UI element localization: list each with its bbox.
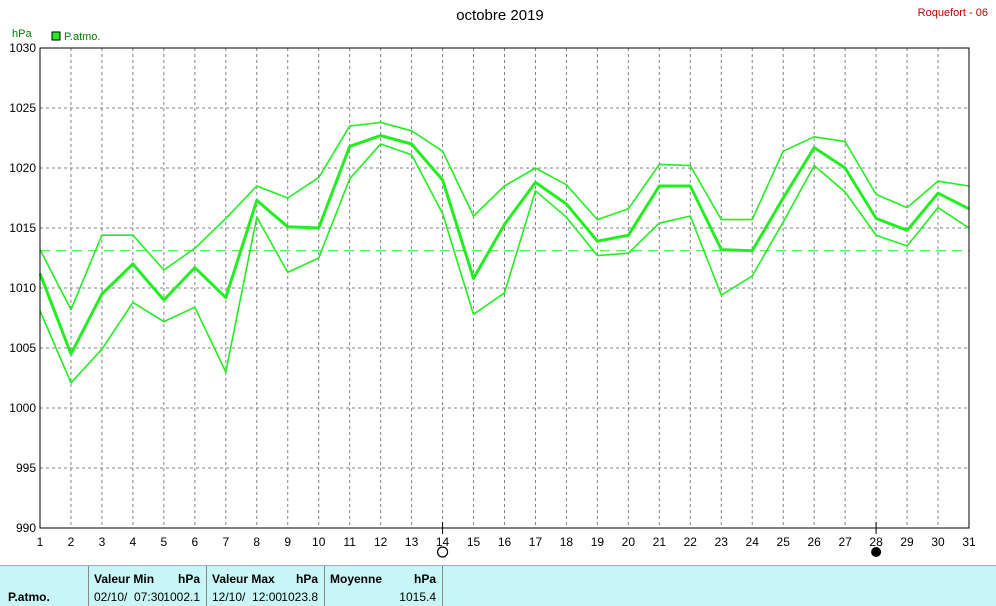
series-line <box>38 134 970 356</box>
stats-avg-value: 1015.4 <box>399 590 436 604</box>
stats-min-date: 02/10/ 07:30 <box>94 590 165 604</box>
y-tick-label: 990 <box>16 521 36 535</box>
x-tick-label: 8 <box>253 535 260 549</box>
stats-max-unit: hPa <box>295 572 318 586</box>
y-axis-unit: hPa <box>12 28 32 40</box>
x-tick-label: 24 <box>746 535 760 549</box>
stats-avg-label: Moyenne <box>330 572 383 586</box>
series-line <box>39 121 970 311</box>
grid <box>40 48 969 528</box>
stats-max-value-row: 12/10/ 12:00 1023.8 <box>212 590 318 604</box>
x-tick-label: 21 <box>653 535 667 549</box>
y-axis-ticks: 990 995 1000 1005 1010 1015 1020 1025 1030 <box>9 41 36 535</box>
x-tick-label: 5 <box>161 535 168 549</box>
x-tick-label: 11 <box>343 535 356 549</box>
stats-row-label: P.atmo. <box>8 590 50 604</box>
y-tick-label: 1030 <box>9 41 36 55</box>
series-layer <box>38 121 970 384</box>
y-tick-label: 1000 <box>9 401 36 415</box>
legend-label: P.atmo. <box>64 31 101 43</box>
x-tick-label: 6 <box>191 535 198 549</box>
pressure-chart: octobre 2019 Roquefort - 06 hPa P.atmo. … <box>9 7 988 558</box>
x-tick-label: 26 <box>807 535 821 549</box>
new-moon-icon <box>436 546 449 558</box>
stats-avg-cell: Moyenne hPa 1015.4 <box>324 566 442 606</box>
moon-markers <box>436 522 882 558</box>
x-tick-label: 7 <box>222 535 229 549</box>
x-tick-label: 31 <box>962 535 976 549</box>
x-tick-label: 18 <box>560 535 574 549</box>
stats-avg-header: Moyenne hPa <box>330 572 436 586</box>
stats-min-header: Valeur Min hPa <box>94 572 200 586</box>
full-moon-icon <box>871 547 882 557</box>
x-tick-label: 9 <box>284 535 291 549</box>
x-tick-label: 22 <box>684 535 698 549</box>
x-tick-label: 19 <box>591 535 605 549</box>
stats-max-cell: Valeur Max hPa 12/10/ 12:00 1023.8 <box>206 566 324 606</box>
stats-row-label-cell: P.atmo. <box>0 566 88 606</box>
y-tick-label: 1010 <box>9 281 36 295</box>
x-tick-label: 17 <box>529 535 543 549</box>
x-tick-label: 12 <box>374 535 388 549</box>
x-tick-label: 14 <box>436 535 450 549</box>
stats-divider <box>442 566 443 606</box>
chart-title: octobre 2019 <box>456 7 544 24</box>
y-tick-label: 1015 <box>9 221 36 235</box>
x-tick-label: 16 <box>498 535 512 549</box>
plot-frame <box>39 47 970 529</box>
stats-divider <box>324 566 325 606</box>
stats-max-date: 12/10/ 12:00 <box>212 590 283 604</box>
stats-min-label: Valeur Min <box>94 572 155 586</box>
stats-max-label: Valeur Max <box>212 572 275 586</box>
stats-divider <box>206 566 207 606</box>
x-tick-label: 29 <box>900 535 914 549</box>
stats-avg-unit: hPa <box>413 572 436 586</box>
stats-divider <box>88 566 89 606</box>
stats-min-value: 1002.1 <box>163 590 200 604</box>
y-tick-label: 1020 <box>9 161 36 175</box>
x-tick-label: 13 <box>405 535 419 549</box>
y-tick-label: 1025 <box>9 101 36 115</box>
legend-swatch <box>51 31 61 41</box>
x-tick-label: 4 <box>130 535 137 549</box>
station-name: Roquefort - 06 <box>918 7 988 19</box>
stats-min-cell: Valeur Min hPa 02/10/ 07:30 1002.1 <box>88 566 206 606</box>
x-tick-label: 25 <box>777 535 791 549</box>
x-tick-label: 10 <box>312 535 326 549</box>
series-line <box>39 143 970 384</box>
x-tick-label: 20 <box>622 535 636 549</box>
x-tick-label: 15 <box>467 535 481 549</box>
stats-max-header: Valeur Max hPa <box>212 572 318 586</box>
x-tick-label: 30 <box>931 535 945 549</box>
x-tick-label: 3 <box>99 535 106 549</box>
x-tick-label: 28 <box>869 535 883 549</box>
x-tick-label: 1 <box>37 535 44 549</box>
stats-max-value: 1023.8 <box>281 590 318 604</box>
stats-panel: P.atmo. Valeur Min hPa 02/10/ 07:30 1002… <box>0 565 996 606</box>
x-tick-label: 23 <box>715 535 729 549</box>
x-tick-label: 27 <box>838 535 852 549</box>
x-axis-ticks: 1 2 3 4 5 6 7 8 9 10 11 12 13 14 15 16 17 18 19 20 21 22 23 24 2… <box>37 535 976 549</box>
y-tick-label: 995 <box>16 461 36 475</box>
y-tick-label: 1005 <box>9 341 36 355</box>
stats-min-unit: hPa <box>177 572 200 586</box>
stats-min-value-row: 02/10/ 07:30 1002.1 <box>94 590 200 604</box>
x-tick-label: 2 <box>68 535 75 549</box>
